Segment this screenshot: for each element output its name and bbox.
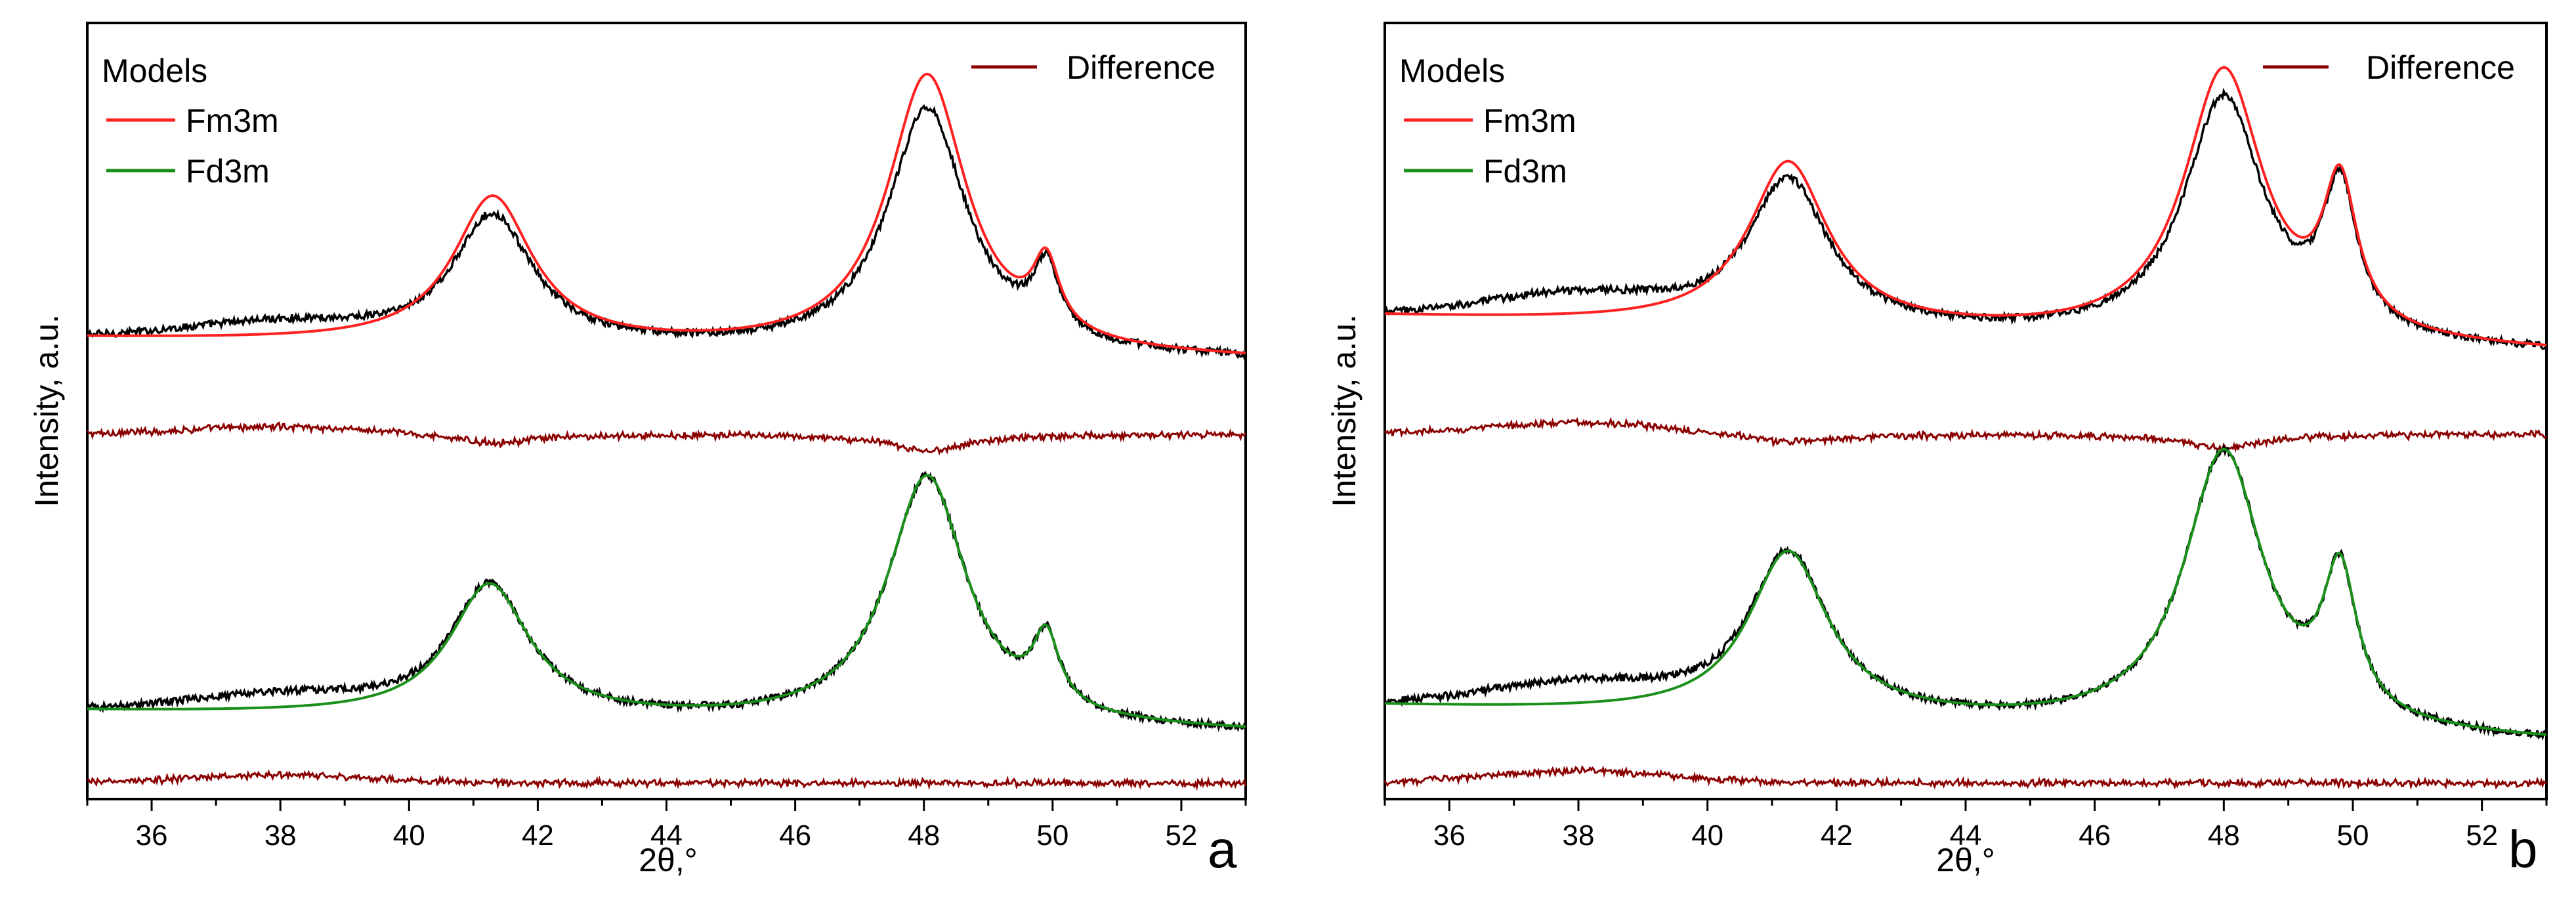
x-axis-ticks-a: 36 38 40 42 44 46 48 50 52 xyxy=(86,799,1247,852)
x-tick-label: 46 xyxy=(2079,819,2111,852)
curves-b xyxy=(1383,66,2548,791)
fit-curve-fd3m xyxy=(1385,447,2547,736)
x-axis-label-a: 2θ,° xyxy=(639,842,698,878)
x-axis-ticks-b: 36 38 40 42 44 46 48 50 52 xyxy=(1383,799,2548,852)
observed-curve-fd3m xyxy=(87,470,1247,733)
legend-entry-difference-a: Difference xyxy=(1066,49,1215,86)
panel-label-a: a xyxy=(1208,820,1237,878)
x-tick-label: 40 xyxy=(393,819,425,852)
fit-curve-fm3m xyxy=(1385,66,2547,346)
x-tick-label: 52 xyxy=(1165,819,1197,852)
fit-curve-fm3m xyxy=(87,72,1246,355)
fit-curve-fd3m xyxy=(87,474,1246,728)
legend-title-b: Models xyxy=(1399,52,1505,89)
x-tick-label: 50 xyxy=(2337,819,2369,852)
observed-curve-fm3m xyxy=(87,104,1247,361)
x-tick-label: 46 xyxy=(779,819,811,852)
x-tick-label: 42 xyxy=(1821,819,1853,852)
x-tick-label: 42 xyxy=(522,819,554,852)
legend-a: Models Fm3m Fd3m Difference xyxy=(102,49,1215,190)
legend-title-a: Models xyxy=(102,52,207,89)
x-tick-label: 48 xyxy=(2208,819,2240,852)
x-tick-label: 36 xyxy=(1433,819,1466,852)
legend-entry-difference-b: Difference xyxy=(2366,49,2515,86)
difference-curve-fm3m xyxy=(86,421,1247,456)
x-tick-label: 44 xyxy=(1950,819,1982,852)
x-tick-label: 40 xyxy=(1691,819,1723,852)
y-axis-label-a: Intensity, a.u. xyxy=(28,314,65,507)
panel-b: 36 38 40 42 44 46 48 50 52 2θ,° Intensity, a.u. … xyxy=(1326,22,2548,878)
legend-entry-fd3m-b: Fd3m xyxy=(1483,153,1567,190)
x-axis-label-b: 2θ,° xyxy=(1936,842,1995,878)
x-tick-label: 50 xyxy=(1036,819,1068,852)
y-axis-label-b: Intensity, a.u. xyxy=(1326,314,1362,507)
x-tick-label: 36 xyxy=(136,819,168,852)
curves-a xyxy=(86,72,1247,791)
panel-a: 36 38 40 42 44 46 48 50 52 2θ,° Intensity, a.u. … xyxy=(28,22,1247,878)
x-tick-label: 38 xyxy=(1563,819,1595,852)
plot-area-b xyxy=(1383,22,2548,800)
observed-curve-fd3m xyxy=(1383,443,2548,741)
legend-entry-fd3m-a: Fd3m xyxy=(186,153,270,190)
legend-entry-fm3m-b: Fm3m xyxy=(1483,102,1576,139)
x-tick-label: 44 xyxy=(650,819,683,852)
x-tick-label: 48 xyxy=(908,819,940,852)
x-tick-label: 52 xyxy=(2466,819,2498,852)
legend-entry-fm3m-a: Fm3m xyxy=(186,102,279,139)
difference-curve-fm3m xyxy=(1383,417,2548,453)
legend-b: Models Fm3m Fd3m Difference xyxy=(1399,49,2515,190)
difference-curve-fd3m xyxy=(1383,764,2548,791)
difference-curve-fd3m xyxy=(87,769,1247,791)
x-tick-label: 38 xyxy=(264,819,297,852)
panel-label-b: b xyxy=(2508,820,2538,878)
